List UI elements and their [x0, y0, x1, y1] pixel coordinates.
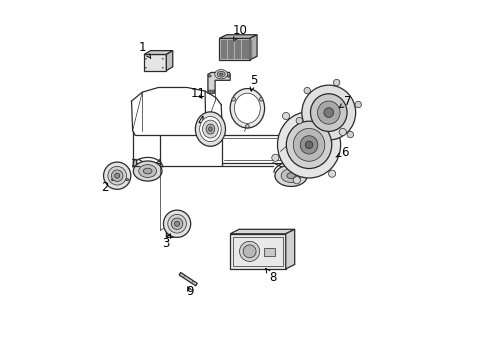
Ellipse shape [230, 89, 264, 128]
Ellipse shape [184, 225, 187, 226]
Ellipse shape [317, 106, 324, 113]
Polygon shape [111, 167, 129, 181]
Text: 6: 6 [335, 145, 348, 158]
Bar [132, 159, 136, 166]
Ellipse shape [286, 121, 331, 168]
Text: 2: 2 [101, 178, 114, 194]
Ellipse shape [202, 120, 218, 138]
Ellipse shape [174, 221, 179, 226]
Ellipse shape [328, 170, 335, 177]
Ellipse shape [282, 112, 289, 120]
Ellipse shape [217, 71, 224, 77]
Ellipse shape [286, 173, 295, 179]
Ellipse shape [208, 75, 211, 77]
Ellipse shape [133, 161, 162, 181]
Ellipse shape [199, 117, 221, 141]
Ellipse shape [281, 169, 301, 183]
Text: 3: 3 [162, 234, 170, 250]
Ellipse shape [293, 177, 300, 184]
Bar [219, 39, 249, 60]
Polygon shape [219, 35, 257, 39]
Ellipse shape [277, 112, 340, 178]
Ellipse shape [300, 136, 317, 154]
Ellipse shape [219, 73, 223, 75]
Ellipse shape [195, 112, 225, 146]
Ellipse shape [239, 241, 259, 261]
Ellipse shape [323, 108, 333, 117]
Ellipse shape [125, 179, 128, 181]
Ellipse shape [354, 101, 361, 108]
Ellipse shape [346, 131, 353, 138]
Ellipse shape [208, 127, 212, 131]
Text: 10: 10 [232, 24, 247, 42]
Ellipse shape [301, 85, 355, 140]
Ellipse shape [143, 168, 152, 174]
Ellipse shape [317, 101, 339, 124]
Ellipse shape [304, 87, 310, 94]
Ellipse shape [296, 117, 302, 124]
Bar [311, 147, 316, 156]
Ellipse shape [139, 165, 156, 177]
Ellipse shape [108, 166, 126, 185]
Text: 1: 1 [138, 41, 150, 58]
Ellipse shape [144, 58, 147, 59]
Text: 9: 9 [186, 285, 193, 298]
Ellipse shape [293, 129, 324, 161]
Ellipse shape [231, 98, 235, 101]
Ellipse shape [162, 58, 163, 59]
Text: 4: 4 [197, 116, 207, 130]
Polygon shape [249, 35, 257, 60]
Ellipse shape [317, 139, 324, 146]
Text: 5: 5 [249, 74, 257, 91]
Ellipse shape [162, 67, 163, 68]
Ellipse shape [214, 69, 227, 79]
Text: 7: 7 [338, 95, 351, 108]
Ellipse shape [226, 75, 229, 77]
Polygon shape [179, 273, 197, 286]
Ellipse shape [234, 93, 260, 123]
Ellipse shape [167, 215, 186, 233]
Ellipse shape [163, 210, 190, 237]
Ellipse shape [243, 245, 256, 258]
Polygon shape [166, 51, 172, 71]
Ellipse shape [144, 67, 147, 68]
Ellipse shape [166, 233, 169, 235]
Bar [233, 237, 282, 266]
Ellipse shape [274, 165, 306, 186]
Ellipse shape [310, 94, 346, 131]
Polygon shape [207, 72, 230, 93]
Ellipse shape [208, 90, 211, 92]
Ellipse shape [206, 124, 214, 134]
Bar [144, 54, 166, 71]
Ellipse shape [166, 219, 169, 221]
Ellipse shape [271, 154, 278, 161]
Ellipse shape [211, 90, 214, 92]
Text: 11: 11 [190, 87, 205, 100]
Polygon shape [144, 51, 172, 54]
Ellipse shape [245, 125, 249, 128]
Ellipse shape [339, 129, 346, 136]
Ellipse shape [305, 141, 312, 149]
Ellipse shape [333, 79, 339, 86]
Ellipse shape [259, 98, 262, 101]
Ellipse shape [171, 218, 183, 229]
Bar [230, 234, 285, 269]
Polygon shape [166, 215, 187, 237]
Ellipse shape [115, 173, 120, 178]
Ellipse shape [111, 179, 114, 181]
Polygon shape [230, 229, 294, 234]
Ellipse shape [111, 170, 122, 181]
Ellipse shape [103, 162, 131, 189]
Text: 8: 8 [265, 269, 276, 284]
Polygon shape [285, 229, 294, 269]
Bar [263, 248, 274, 256]
